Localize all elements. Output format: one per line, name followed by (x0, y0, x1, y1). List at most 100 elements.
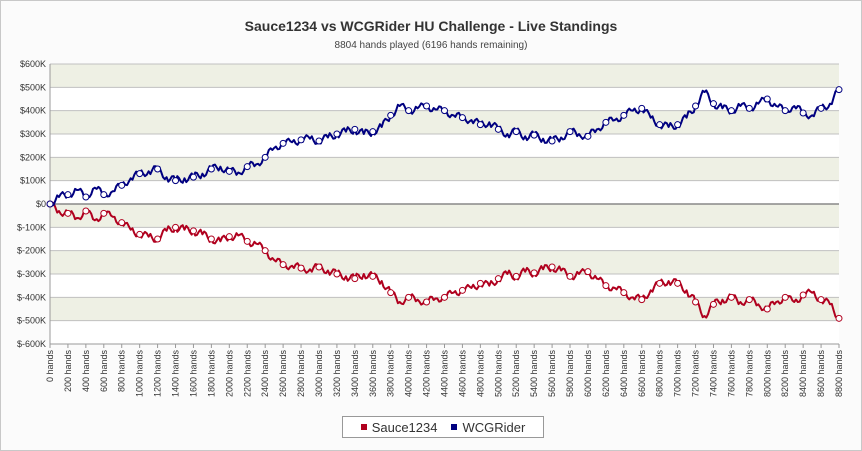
data-point[interactable] (243, 163, 251, 171)
data-point[interactable] (835, 314, 843, 322)
data-point[interactable] (458, 114, 466, 122)
data-point[interactable] (781, 293, 789, 301)
data-point[interactable] (279, 139, 287, 147)
data-point[interactable] (781, 107, 789, 115)
data-point[interactable] (136, 170, 144, 178)
data-point[interactable] (118, 219, 126, 227)
series-markers (46, 86, 843, 322)
data-point[interactable] (154, 235, 162, 243)
data-point[interactable] (709, 100, 717, 108)
legend-item-sauce1234[interactable]: Sauce1234 (360, 420, 437, 435)
data-point[interactable] (297, 136, 305, 144)
data-point[interactable] (100, 191, 108, 199)
data-point[interactable] (727, 293, 735, 301)
data-point[interactable] (656, 121, 664, 129)
data-point[interactable] (458, 286, 466, 294)
data-point[interactable] (118, 181, 126, 189)
legend-swatch (451, 424, 458, 430)
data-point[interactable] (100, 209, 108, 217)
data-point[interactable] (64, 209, 72, 217)
plot-band (50, 250, 839, 274)
data-point[interactable] (494, 275, 502, 283)
data-point[interactable] (369, 272, 377, 280)
data-point[interactable] (692, 102, 700, 110)
data-point[interactable] (261, 153, 269, 161)
data-point[interactable] (692, 298, 700, 306)
data-point[interactable] (512, 128, 520, 136)
data-point[interactable] (333, 130, 341, 138)
x-tick-label: 0 hands (45, 350, 55, 383)
x-tick-label: 2800 hands (296, 350, 306, 398)
data-point[interactable] (602, 282, 610, 290)
data-point[interactable] (315, 137, 323, 145)
data-point[interactable] (530, 269, 538, 277)
data-point[interactable] (799, 109, 807, 117)
y-tick-label: $-600K (17, 339, 46, 349)
data-point[interactable] (351, 125, 359, 133)
data-point[interactable] (476, 279, 484, 287)
data-point[interactable] (709, 300, 717, 308)
data-point[interactable] (136, 230, 144, 238)
data-point[interactable] (82, 193, 90, 201)
data-point[interactable] (727, 107, 735, 115)
data-point[interactable] (674, 121, 682, 129)
data-point[interactable] (279, 261, 287, 269)
data-point[interactable] (638, 296, 646, 304)
x-tick-label: 2400 hands (260, 350, 270, 398)
data-point[interactable] (763, 305, 771, 313)
data-point[interactable] (351, 275, 359, 283)
data-point[interactable] (512, 272, 520, 280)
data-point[interactable] (584, 268, 592, 276)
data-point[interactable] (225, 167, 233, 175)
data-point[interactable] (548, 263, 556, 271)
data-point[interactable] (423, 298, 431, 306)
data-point[interactable] (817, 104, 825, 112)
data-point[interactable] (656, 279, 664, 287)
data-point[interactable] (566, 272, 574, 280)
data-point[interactable] (189, 173, 197, 181)
data-point[interactable] (315, 263, 323, 271)
data-point[interactable] (441, 293, 448, 301)
data-point[interactable] (189, 227, 197, 235)
data-point[interactable] (207, 165, 215, 173)
data-point[interactable] (441, 107, 448, 115)
data-point[interactable] (835, 86, 843, 94)
data-point[interactable] (64, 191, 72, 199)
data-point[interactable] (225, 233, 233, 241)
data-point[interactable] (369, 128, 377, 136)
data-point[interactable] (674, 279, 682, 287)
data-point[interactable] (387, 289, 395, 297)
data-point[interactable] (620, 111, 628, 119)
data-point[interactable] (817, 296, 825, 304)
data-point[interactable] (799, 291, 807, 299)
data-point[interactable] (745, 296, 753, 304)
data-point[interactable] (172, 223, 180, 231)
data-point[interactable] (548, 137, 556, 145)
data-point[interactable] (154, 165, 162, 173)
data-point[interactable] (530, 131, 538, 139)
data-point[interactable] (620, 289, 628, 297)
data-point[interactable] (566, 128, 574, 136)
x-tick-label: 4600 hands (457, 350, 467, 398)
x-tick-label: 6800 hands (655, 350, 665, 398)
data-point[interactable] (207, 235, 215, 243)
data-point[interactable] (423, 102, 431, 110)
data-point[interactable] (297, 264, 305, 272)
data-point[interactable] (602, 118, 610, 126)
data-point[interactable] (243, 237, 251, 245)
data-point[interactable] (405, 107, 413, 115)
data-point[interactable] (261, 247, 269, 255)
data-point[interactable] (333, 270, 341, 278)
data-point[interactable] (763, 95, 771, 103)
legend-item-wcgrider[interactable]: WCGRider (451, 420, 525, 435)
data-point[interactable] (405, 293, 413, 301)
data-point[interactable] (82, 207, 90, 215)
data-point[interactable] (476, 121, 484, 129)
data-point[interactable] (584, 132, 592, 140)
data-point[interactable] (387, 111, 395, 119)
data-point[interactable] (494, 125, 502, 133)
data-point[interactable] (638, 104, 646, 112)
data-point[interactable] (745, 104, 753, 112)
data-point[interactable] (46, 200, 54, 208)
data-point[interactable] (172, 177, 180, 185)
